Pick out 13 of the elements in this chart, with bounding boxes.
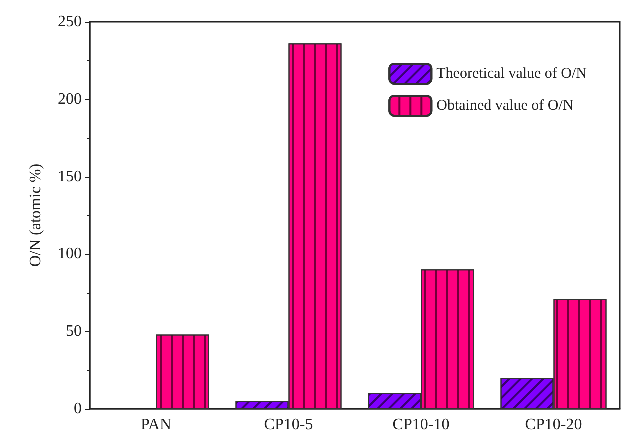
legend-label: Theoretical value of O/N bbox=[436, 66, 588, 82]
y-tick-label: 200 bbox=[58, 90, 82, 108]
y-tick-label: 100 bbox=[58, 246, 82, 263]
y-axis-title: O/N (atomic %) bbox=[28, 164, 44, 268]
legend-label: Obtained value of O/N bbox=[436, 98, 574, 114]
x-tick-label: CP10-10 bbox=[392, 416, 450, 434]
x-tick-label: CP10-20 bbox=[525, 416, 582, 434]
y-tick-label: 250 bbox=[58, 14, 82, 30]
y-tick-label: 50 bbox=[66, 323, 82, 340]
y-tick-label: 150 bbox=[58, 168, 82, 186]
x-tick-label: PAN bbox=[140, 416, 172, 434]
y-tick-label: 0 bbox=[74, 400, 82, 418]
x-tick-label: CP10-5 bbox=[264, 416, 314, 434]
